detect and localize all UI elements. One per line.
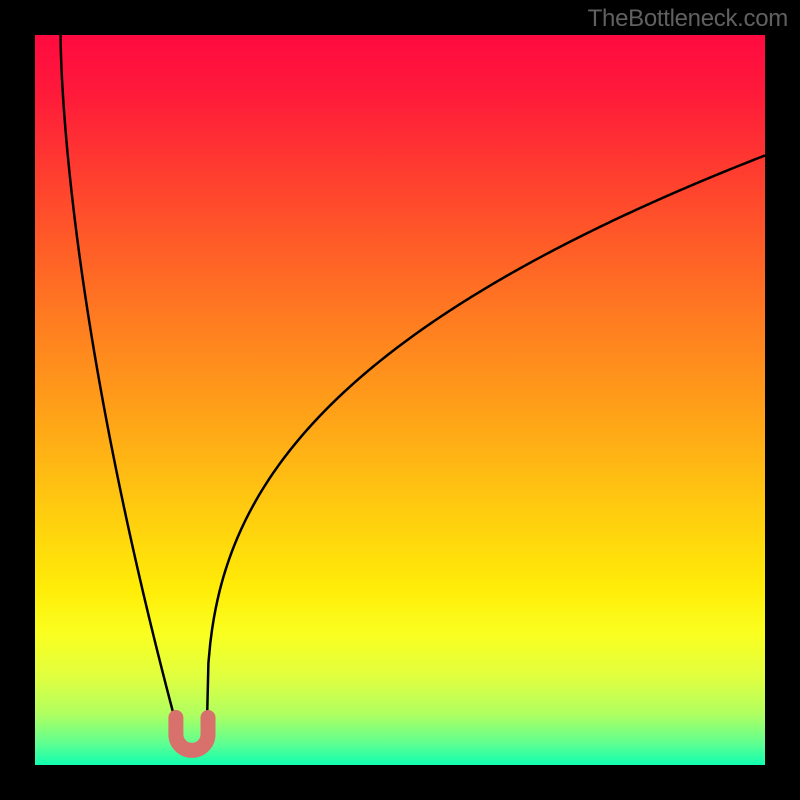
plot-background [35,35,765,765]
chart-container: TheBottleneck.com [0,0,800,800]
bottleneck-chart [0,0,800,800]
watermark-text: TheBottleneck.com [588,5,788,33]
